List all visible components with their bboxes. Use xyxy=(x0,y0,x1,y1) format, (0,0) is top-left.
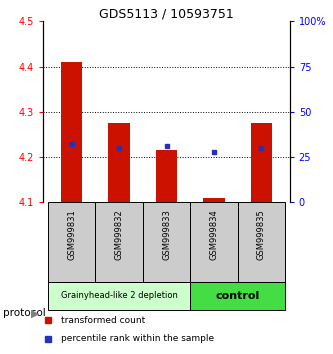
Text: percentile rank within the sample: percentile rank within the sample xyxy=(61,334,214,343)
Text: GSM999833: GSM999833 xyxy=(162,209,171,260)
Bar xyxy=(190,282,285,310)
Text: ▶: ▶ xyxy=(31,308,39,318)
Text: transformed count: transformed count xyxy=(61,316,145,325)
Text: GSM999832: GSM999832 xyxy=(115,209,124,259)
Text: GSM999835: GSM999835 xyxy=(257,209,266,259)
Text: Grainyhead-like 2 depletion: Grainyhead-like 2 depletion xyxy=(61,291,177,301)
Bar xyxy=(48,282,190,310)
Bar xyxy=(109,123,130,202)
Bar xyxy=(48,202,96,282)
Bar xyxy=(251,123,272,202)
Bar xyxy=(190,202,237,282)
Text: GSM999831: GSM999831 xyxy=(67,209,76,259)
Bar xyxy=(237,202,285,282)
Bar xyxy=(143,202,190,282)
Text: GSM999834: GSM999834 xyxy=(209,209,218,259)
Bar xyxy=(203,198,224,202)
Title: GDS5113 / 10593751: GDS5113 / 10593751 xyxy=(99,7,234,20)
Text: protocol: protocol xyxy=(3,308,46,318)
Bar xyxy=(156,150,177,202)
Bar xyxy=(96,202,143,282)
Text: control: control xyxy=(215,291,260,301)
Bar xyxy=(61,62,82,202)
